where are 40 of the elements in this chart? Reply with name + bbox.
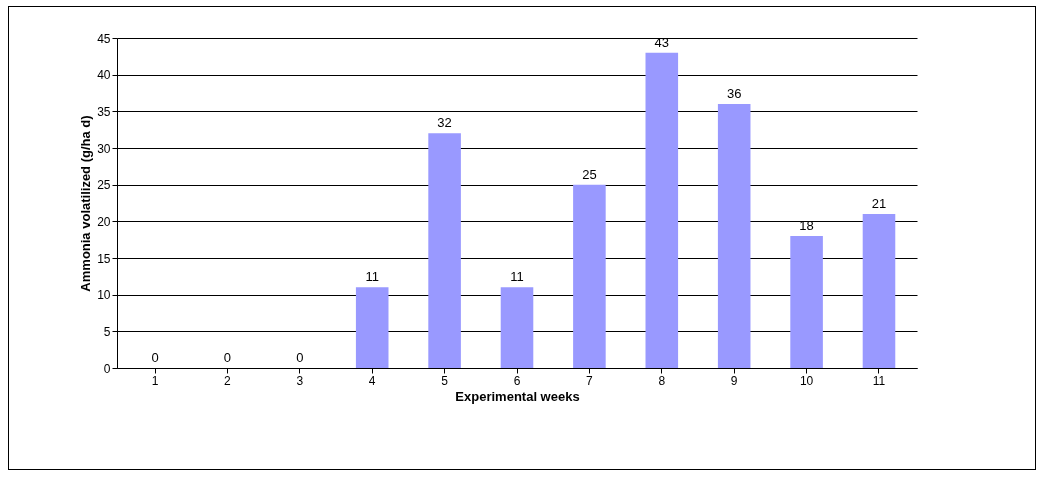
data-label: 0 xyxy=(296,350,304,365)
y-tick-label: 45 xyxy=(97,31,111,46)
y-tick-label: 5 xyxy=(103,324,111,339)
data-label: 0 xyxy=(151,350,159,365)
y-tick-label: 30 xyxy=(97,141,111,156)
bar xyxy=(500,287,534,368)
y-tick-label: 35 xyxy=(97,104,111,119)
data-label: 25 xyxy=(582,166,597,182)
bar xyxy=(790,236,823,368)
y-tick-label: 0 xyxy=(103,361,111,376)
x-tick-label: 4 xyxy=(368,373,376,388)
data-label: 32 xyxy=(437,115,452,131)
x-tick-label: 7 xyxy=(586,373,594,388)
x-tick-label: 8 xyxy=(658,373,666,388)
data-label: 36 xyxy=(726,86,742,101)
y-tick-label: 20 xyxy=(97,214,111,229)
x-axis-title: Experimental weeks xyxy=(455,388,580,404)
bar xyxy=(573,184,606,368)
data-label: 21 xyxy=(871,196,887,211)
bar xyxy=(862,214,896,368)
y-tick-label: 15 xyxy=(97,251,111,266)
data-label: 11 xyxy=(510,269,524,285)
y-axis-title: Ammonia volatilized (g/ha d) xyxy=(78,115,94,292)
y-tick-label: 40 xyxy=(97,68,111,83)
bar xyxy=(428,133,461,368)
x-tick-label: 11 xyxy=(872,373,886,388)
data-label: 0 xyxy=(223,350,232,365)
x-tick-label: 3 xyxy=(296,373,304,388)
bar xyxy=(645,52,679,368)
x-tick-label: 9 xyxy=(730,373,738,388)
data-label: 11 xyxy=(365,269,379,285)
x-tick-label: 5 xyxy=(441,373,449,388)
bar xyxy=(717,104,751,368)
x-tick-label: 10 xyxy=(799,373,814,388)
x-tick-label: 2 xyxy=(224,373,232,388)
x-tick-label: 1 xyxy=(151,373,159,388)
y-tick-label: 10 xyxy=(97,288,111,303)
bar xyxy=(355,287,389,368)
x-tick-label: 6 xyxy=(513,373,521,388)
y-tick-label: 25 xyxy=(97,178,111,193)
